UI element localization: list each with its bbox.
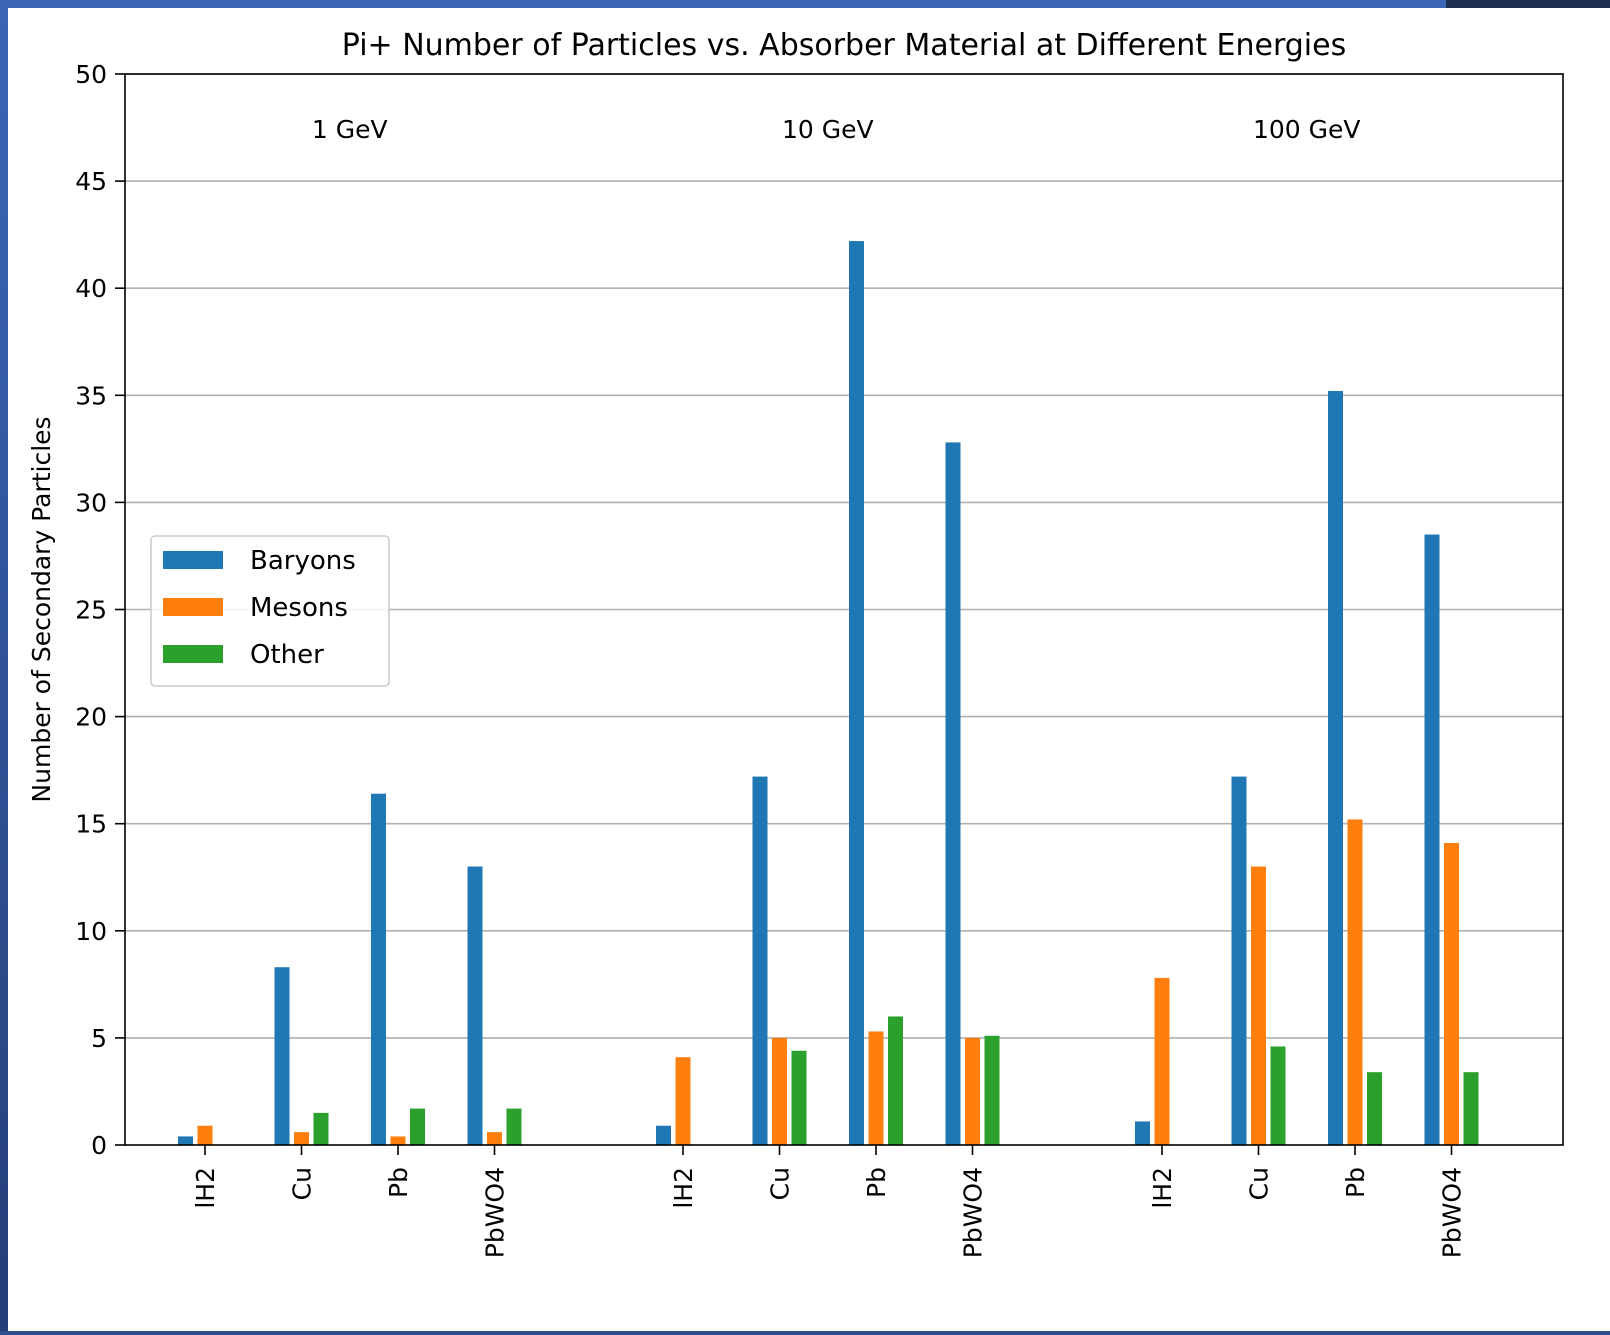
bar-baryons <box>467 866 483 1145</box>
bar-other <box>1463 1072 1479 1145</box>
bar-baryons <box>945 442 961 1145</box>
bar-mesons <box>772 1037 787 1145</box>
x-tick-label: PbWO4 <box>1438 1167 1467 1258</box>
bar-mesons <box>1154 977 1170 1145</box>
x-tick-label: Pb <box>1341 1167 1370 1198</box>
bar-baryons <box>178 1136 193 1145</box>
bar-baryons <box>1328 391 1343 1145</box>
y-tick-label: 25 <box>75 596 107 625</box>
chart-title: Pi+ Number of Particles vs. Absorber Mat… <box>342 28 1346 63</box>
legend-label: Other <box>250 640 324 670</box>
bar-other <box>1367 1072 1382 1145</box>
y-tick-label: 50 <box>75 60 107 89</box>
bar-mesons <box>1444 842 1459 1145</box>
bar-other <box>984 1035 1000 1145</box>
bar-mesons <box>965 1037 980 1145</box>
bar-other <box>506 1108 522 1145</box>
energy-group-label: 1 GeV <box>312 115 388 144</box>
bar-other <box>313 1112 329 1145</box>
bar-baryons <box>371 793 386 1145</box>
x-tick-label: lH2 <box>1148 1167 1177 1209</box>
bar-mesons <box>294 1132 309 1145</box>
bar-mesons <box>1251 866 1266 1145</box>
x-tick-label: Cu <box>288 1167 317 1200</box>
bar-mesons <box>1347 819 1363 1145</box>
legend: Baryons Mesons Other <box>150 535 390 687</box>
y-tick-label: 15 <box>75 810 107 839</box>
bar-mesons <box>197 1125 213 1145</box>
x-tick-label: PbWO4 <box>481 1167 510 1258</box>
legend-swatch-other <box>163 645 223 663</box>
legend-swatch-mesons <box>163 598 223 616</box>
y-tick-label: 5 <box>91 1024 107 1053</box>
legend-label: Mesons <box>250 593 348 623</box>
bar-mesons <box>675 1057 691 1145</box>
plot-area-border <box>124 73 1564 1146</box>
bar-baryons <box>1424 534 1440 1145</box>
x-tick-label: PbWO4 <box>959 1167 988 1258</box>
bar-mesons <box>390 1136 406 1145</box>
window-corner <box>1446 0 1610 8</box>
bar-baryons <box>1231 776 1247 1145</box>
bar-baryons <box>1135 1121 1150 1145</box>
x-tick-label: Cu <box>1245 1167 1274 1200</box>
bar-baryons <box>656 1125 671 1145</box>
bar-other <box>410 1108 425 1145</box>
energy-group-label: 10 GeV <box>782 115 874 144</box>
x-tick-label: lH2 <box>669 1167 698 1209</box>
y-tick-label: 45 <box>75 167 107 196</box>
legend-label: Baryons <box>250 546 356 576</box>
bar-mesons <box>868 1031 884 1145</box>
y-tick-label: 20 <box>75 703 107 732</box>
y-tick-label: 0 <box>91 1131 107 1160</box>
y-tick-label: 30 <box>75 488 107 517</box>
bar-other <box>1270 1046 1286 1145</box>
bar-baryons <box>274 967 290 1145</box>
x-tick-label: Pb <box>384 1167 413 1198</box>
bar-other <box>791 1050 807 1145</box>
y-tick-label: 10 <box>75 917 107 946</box>
bar-other <box>888 1016 903 1145</box>
energy-group-label: 100 GeV <box>1253 115 1361 144</box>
bar-baryons <box>849 241 864 1146</box>
legend-swatch-baryons <box>163 551 223 569</box>
x-tick-label: Pb <box>862 1167 891 1198</box>
bar-chart: 0 5 10 15 20 25 30 35 40 45 50 lH2 Cu Pb PbWO4 1 GeV lH2… <box>27 28 1564 1258</box>
y-axis-label: Number of Secondary Particles <box>27 416 56 802</box>
x-tick-label: Cu <box>766 1167 795 1200</box>
y-tick-label: 40 <box>75 274 107 303</box>
bar-mesons <box>487 1132 502 1145</box>
bar-baryons <box>752 776 768 1145</box>
y-tick-label: 35 <box>75 381 107 410</box>
chart-canvas: 0 5 10 15 20 25 30 35 40 45 50 lH2 Cu Pb PbWO4 1 GeV lH2… <box>8 8 1610 1331</box>
x-tick-label: lH2 <box>191 1167 220 1209</box>
